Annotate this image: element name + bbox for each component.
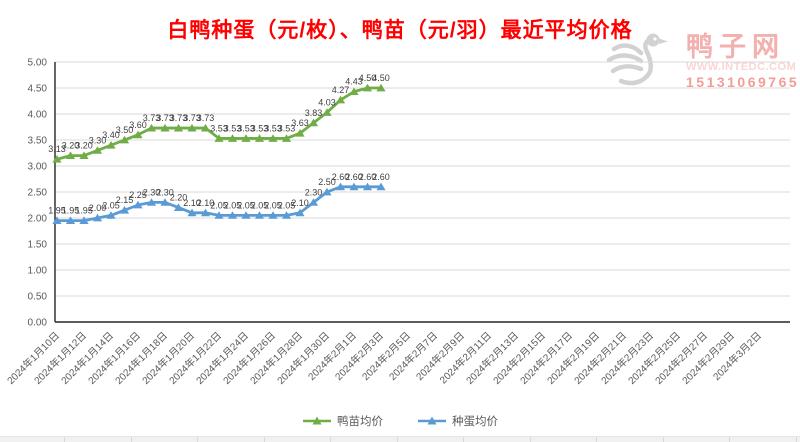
svg-text:2.05: 2.05	[251, 200, 269, 210]
bottom-table-row-sliver	[0, 436, 800, 442]
chart-legend: 鸭苗均价 种蛋均价	[0, 413, 800, 429]
svg-text:3.53: 3.53	[264, 123, 282, 133]
svg-text:3.20: 3.20	[75, 141, 93, 151]
svg-text:2.30: 2.30	[143, 187, 161, 197]
svg-text:2.05: 2.05	[102, 200, 120, 210]
svg-text:2.05: 2.05	[210, 200, 228, 210]
svg-text:2.10: 2.10	[197, 198, 215, 208]
svg-text:2.20: 2.20	[170, 193, 188, 203]
svg-text:1.95: 1.95	[75, 206, 93, 216]
svg-text:2.60: 2.60	[372, 172, 390, 182]
egg-series-marker-icon	[418, 416, 446, 425]
svg-text:2.00: 2.00	[28, 214, 48, 225]
svg-text:2.60: 2.60	[332, 172, 350, 182]
svg-text:1.00: 1.00	[28, 266, 48, 277]
series-egg-avg-price	[52, 182, 386, 224]
svg-text:2.30: 2.30	[305, 187, 323, 197]
svg-text:2.25: 2.25	[129, 190, 147, 200]
svg-text:4.50: 4.50	[372, 73, 390, 83]
y-axis-labels: 0.00 0.50 1.00 1.50 2.00 2.50 3.00 3.50 4.00 4.50…	[28, 58, 48, 329]
svg-text:3.50: 3.50	[116, 125, 134, 135]
svg-text:3.83: 3.83	[305, 108, 323, 118]
svg-text:1.50: 1.50	[28, 240, 48, 251]
svg-text:1.95: 1.95	[62, 206, 80, 216]
svg-text:3.53: 3.53	[278, 123, 296, 133]
legend-label-egg: 种蛋均价	[452, 416, 498, 428]
svg-text:3.73: 3.73	[197, 113, 215, 123]
svg-text:3.63: 3.63	[291, 118, 309, 128]
svg-text:2.05: 2.05	[264, 200, 282, 210]
legend-item-egg[interactable]: 种蛋均价	[417, 413, 498, 429]
watermark: 鸭子网 WWW.INTEDC.COM 15131069765	[686, 32, 800, 90]
watermark-url: WWW.INTEDC.COM	[686, 61, 797, 73]
svg-text:4.03: 4.03	[318, 97, 336, 107]
table-row-cell	[331, 437, 398, 442]
svg-text:4.00: 4.00	[28, 110, 48, 121]
svg-text:2.10: 2.10	[183, 198, 201, 208]
price-chart-svg: 0.00 0.50 1.00 1.50 2.00 2.50 3.00 3.50 4.00 4.50…	[4, 58, 790, 387]
svg-text:2.05: 2.05	[237, 200, 255, 210]
svg-text:3.53: 3.53	[224, 123, 242, 133]
svg-text:3.73: 3.73	[183, 113, 201, 123]
svg-text:3.20: 3.20	[62, 141, 80, 151]
svg-text:2.10: 2.10	[291, 198, 309, 208]
table-row-cell	[663, 437, 730, 442]
table-row-cell	[131, 437, 198, 442]
svg-text:2.60: 2.60	[359, 172, 377, 182]
svg-text:3.50: 3.50	[28, 136, 48, 147]
table-row-cell	[464, 437, 531, 442]
svg-text:0.50: 0.50	[28, 292, 48, 303]
legend-item-duckling[interactable]: 鸭苗均价	[302, 413, 383, 429]
svg-text:3.53: 3.53	[237, 123, 255, 133]
watermark-site-name: 鸭子网	[686, 32, 785, 62]
svg-text:4.27: 4.27	[332, 85, 350, 95]
duckling-series-marker-icon	[303, 416, 331, 425]
svg-text:3.30: 3.30	[89, 135, 107, 145]
table-row-cell	[65, 437, 132, 442]
svg-text:2.60: 2.60	[345, 172, 363, 182]
svg-text:2.00: 2.00	[89, 203, 107, 213]
svg-text:4.50: 4.50	[359, 73, 377, 83]
x-axis-labels: 2024年1月10日2024年1月12日2024年1月14日2024年1月16日…	[4, 329, 764, 387]
svg-text:3.53: 3.53	[210, 123, 228, 133]
svg-text:2.05: 2.05	[224, 200, 242, 210]
table-row-cell	[530, 437, 597, 442]
table-row-cell	[397, 437, 464, 442]
svg-text:3.73: 3.73	[170, 113, 188, 123]
svg-text:5.00: 5.00	[28, 58, 48, 69]
svg-text:3.53: 3.53	[251, 123, 269, 133]
svg-text:2.50: 2.50	[318, 177, 336, 187]
svg-text:3.13: 3.13	[48, 144, 66, 154]
table-row-cell	[730, 437, 797, 442]
table-row-cell	[264, 437, 331, 442]
svg-text:3.73: 3.73	[156, 113, 174, 123]
svg-text:1.95: 1.95	[48, 206, 66, 216]
series-labels-duckling-avg-price: 3.133.203.203.303.403.503.603.733.733.73…	[48, 73, 390, 154]
svg-text:2.15: 2.15	[116, 195, 134, 205]
chart-title: 白鸭种蛋（元/枚）、鸭苗（元/羽）最近平均价格	[167, 19, 633, 42]
svg-text:3.40: 3.40	[102, 130, 120, 140]
duck-logo-icon	[606, 30, 678, 95]
svg-text:3.73: 3.73	[143, 113, 161, 123]
svg-text:0.00: 0.00	[28, 318, 48, 329]
svg-text:2.50: 2.50	[28, 188, 48, 199]
table-row-cell	[0, 437, 65, 442]
svg-text:4.50: 4.50	[28, 84, 48, 95]
series-duckling-avg-price	[52, 83, 386, 163]
svg-text:2.30: 2.30	[156, 187, 174, 197]
svg-text:4.43: 4.43	[345, 77, 363, 87]
series-labels-egg-avg-price: 1.951.951.952.002.052.152.252.302.302.20…	[48, 172, 390, 216]
table-row-cell	[597, 437, 664, 442]
legend-label-duckling: 鸭苗均价	[337, 416, 383, 428]
axes	[54, 62, 790, 323]
table-row-cell	[198, 437, 265, 442]
svg-text:3.00: 3.00	[28, 162, 48, 173]
watermark-phone: 15131069765	[686, 74, 800, 90]
svg-text:2.05: 2.05	[278, 200, 296, 210]
svg-text:3.60: 3.60	[129, 120, 147, 130]
gridlines	[55, 61, 790, 297]
